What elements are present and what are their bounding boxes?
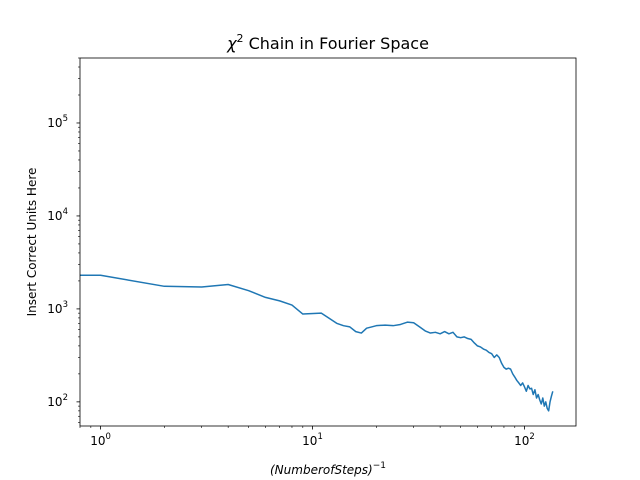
title-symbol: χ: [226, 34, 237, 53]
y-tick-label: 102: [47, 393, 68, 409]
y-axis-ticks: 102 103 104 105: [47, 57, 80, 423]
y-tick-label: 105: [47, 114, 68, 130]
plot-area: [80, 58, 576, 426]
x-tick-label: 101: [302, 432, 323, 448]
y-tick-label: 103: [47, 300, 68, 316]
x-axis-label-base: (NumberofSteps): [270, 463, 373, 477]
x-axis-ticks: 100 101 102: [79, 426, 535, 448]
title-exponent: 2: [237, 32, 244, 45]
y-axis-label: Insert Correct Units Here: [25, 168, 39, 317]
chart-title: χ2 Chain in Fourier Space: [226, 32, 429, 53]
x-tick-label: 100: [90, 432, 111, 448]
title-rest: Chain in Fourier Space: [244, 34, 429, 53]
x-axis-label: (NumberofSteps)−1: [270, 461, 386, 477]
x-axis-label-exponent: −1: [373, 461, 386, 471]
plot-frame: [79, 57, 577, 427]
series-line: [80, 274, 554, 412]
x-tick-label: 102: [514, 432, 535, 448]
y-tick-label: 104: [47, 207, 68, 223]
